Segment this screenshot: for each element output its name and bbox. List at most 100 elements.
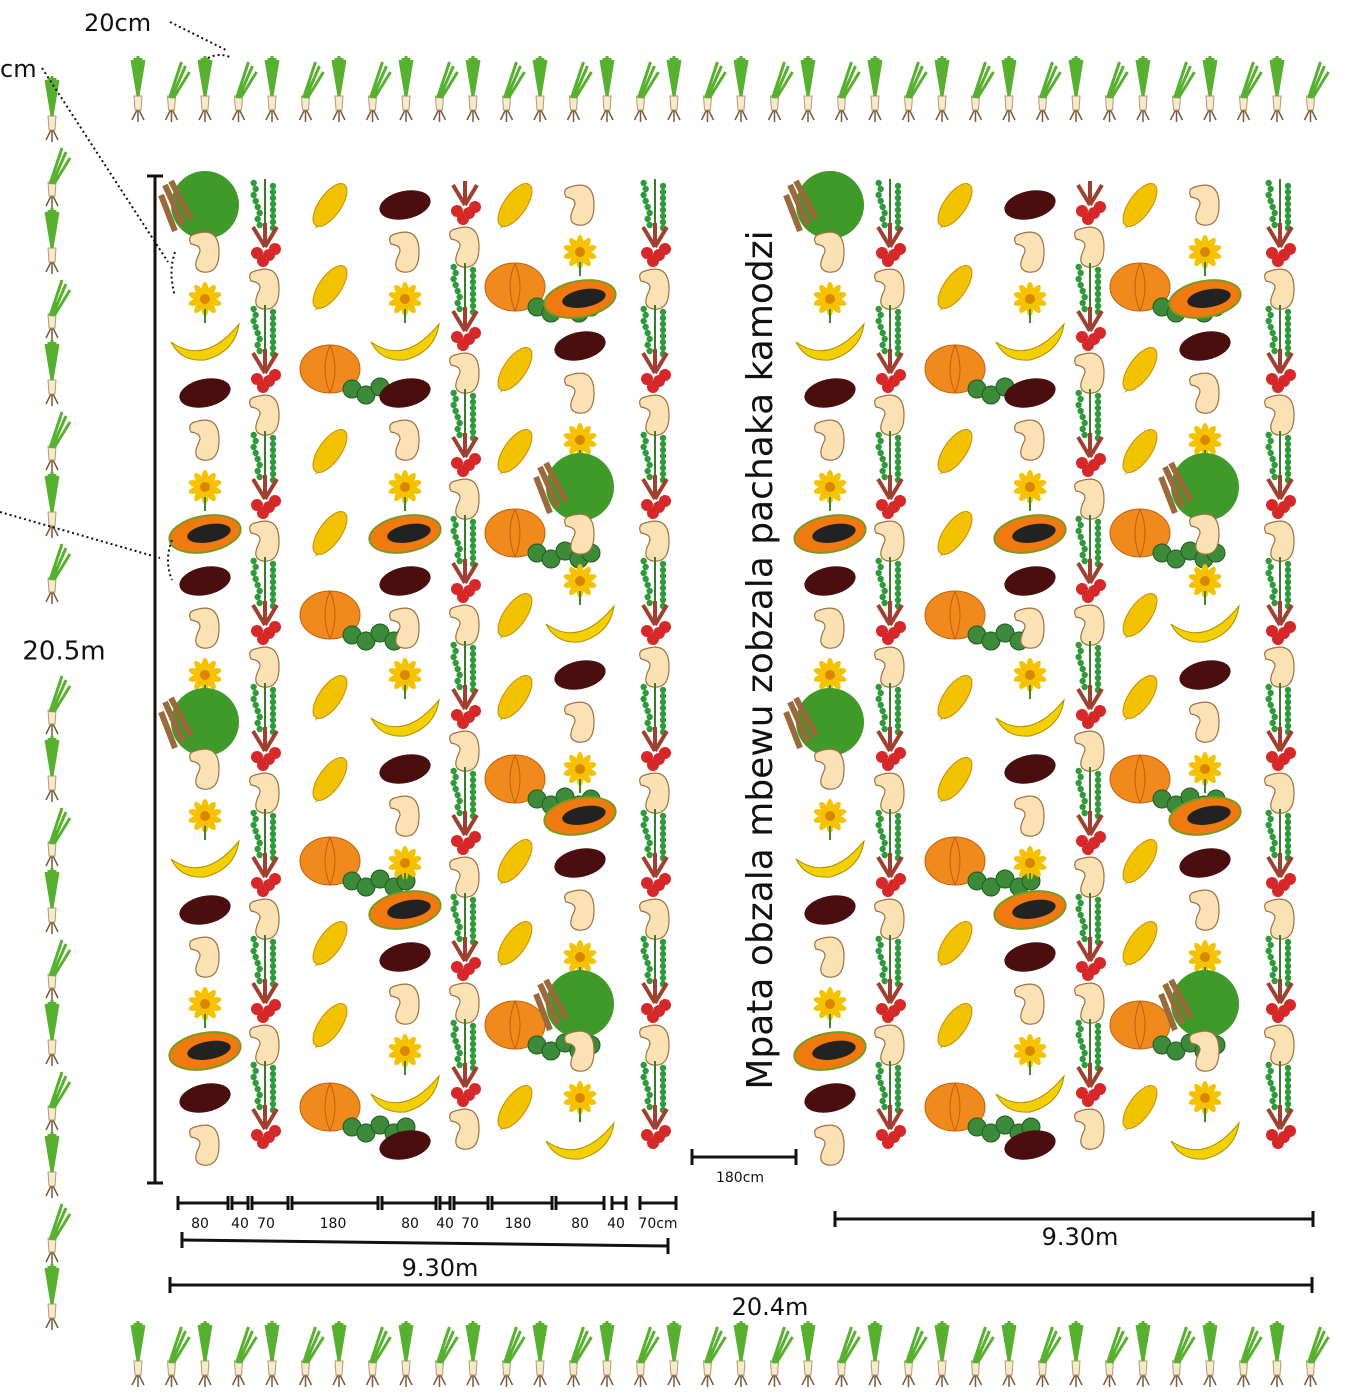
seeds [387,899,431,919]
bean [564,701,595,743]
bean [449,730,480,772]
leaflet [469,296,477,304]
bulb [803,1360,813,1376]
bulb [334,1360,344,1376]
leaflet [894,704,902,712]
cob [937,265,973,309]
leaves [44,1264,60,1305]
bean [249,268,280,310]
radish [1076,937,1106,981]
leaves [838,61,861,99]
leaflet [1077,899,1084,907]
leaflet [659,218,667,226]
grass [499,1326,526,1387]
radish [882,1137,894,1149]
grass [44,1264,60,1330]
leaves [1068,1321,1084,1362]
maize [312,1003,348,1049]
leaflet [881,977,888,985]
bean [564,701,595,743]
banana [170,839,240,878]
radish [457,717,469,729]
leaves [641,727,669,753]
flower-center [1200,247,1210,257]
leaflet [256,965,263,973]
leaflet [256,473,263,481]
radish [269,1125,281,1137]
flower-center [200,670,210,680]
leaflet [1094,1022,1102,1030]
bulb [1205,1360,1215,1376]
grass [1102,61,1129,122]
leaflet [894,314,902,322]
leaflet [1079,1043,1086,1051]
cassava [158,179,194,233]
bean [189,936,220,978]
leaflet [1271,587,1278,595]
leaves [44,1132,60,1173]
leaflet [252,827,259,835]
leaflet [894,944,902,952]
leaflet [644,833,651,841]
leaflet [452,407,459,415]
radish [894,369,906,381]
bean [249,520,280,562]
bean [814,936,845,978]
cob [497,347,533,391]
grape [1004,190,1056,220]
spacing-label: 70 [461,1216,479,1232]
leaflet [456,557,463,565]
leaflet [1271,473,1278,481]
leaflet [454,929,461,937]
bean [564,513,595,555]
leaflet [1079,299,1086,307]
banana [370,1074,440,1113]
leaflet [659,578,667,586]
leaflet [254,467,261,475]
flower [1013,846,1047,887]
leaves [44,208,60,249]
bean [1189,701,1220,743]
moringa [1075,515,1102,568]
leaflet [454,665,461,673]
leaflet [894,458,902,466]
leaflet [646,965,653,973]
bean [564,1030,595,1072]
bean [874,772,905,814]
grass [1001,1321,1017,1387]
bean [564,372,595,414]
grass [1202,56,1218,122]
leaflet [894,974,902,982]
banana [370,1074,440,1113]
bulb [47,511,57,527]
leaflet [640,191,647,199]
leaflet [269,818,277,826]
leaves [1202,1321,1218,1362]
leaflet [1075,389,1082,397]
maize [312,183,348,229]
bulb [47,1171,57,1187]
grass [298,1326,325,1387]
radish [894,243,906,255]
leaves [436,61,459,99]
leaflet [269,704,277,712]
grass [1236,61,1263,122]
leaflet [894,1100,902,1108]
grass [44,868,60,934]
leaves [972,1326,995,1364]
leaflet [894,938,902,946]
grass [1068,56,1084,122]
moringa [875,179,902,232]
tree [783,171,864,239]
leaflet [659,200,667,208]
radish [1082,591,1094,603]
leaflet [1077,659,1084,667]
leaflet [1269,203,1276,211]
left-spacing-label: cm [0,55,37,83]
flower [813,987,847,1028]
ridges [1134,754,1146,804]
radish [1094,705,1106,717]
leaflet [644,455,651,463]
leaflet [469,914,477,922]
grape [179,895,231,925]
